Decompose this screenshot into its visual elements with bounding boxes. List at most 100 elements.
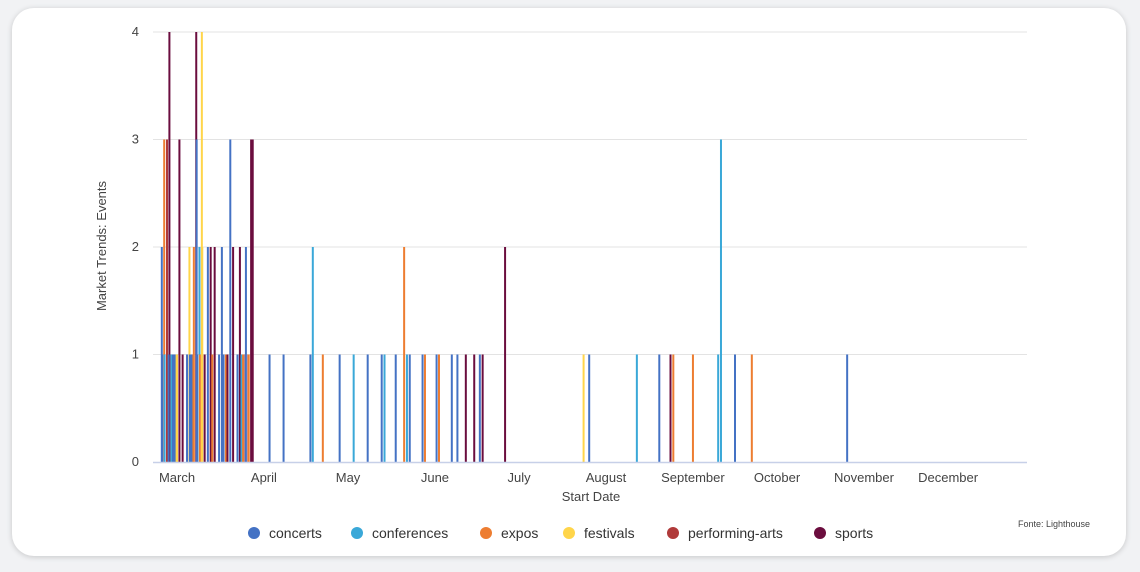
- bar-expos: [192, 247, 195, 462]
- bar-concerts: [268, 354, 271, 462]
- bar-festivals: [176, 354, 179, 462]
- x-tick-label: December: [918, 470, 979, 485]
- y-axis-ticks: 0 1 2 3 4: [132, 24, 139, 469]
- bar-concerts: [186, 354, 189, 462]
- bar-concerts: [173, 354, 176, 462]
- bars: [160, 32, 849, 462]
- bar-sports: [168, 32, 171, 462]
- bar-sports: [473, 354, 476, 462]
- bar-expos: [321, 354, 324, 462]
- bar-sports: [251, 139, 254, 462]
- bar-sports: [209, 247, 212, 462]
- bar-concerts: [282, 354, 285, 462]
- bar-concerts: [338, 354, 341, 462]
- y-tick-label: 1: [132, 347, 139, 362]
- legend-label-expos: expos: [501, 525, 538, 541]
- x-tick-label: October: [754, 470, 801, 485]
- x-tick-label: May: [336, 470, 361, 485]
- bar-concerts: [206, 247, 209, 462]
- bar-expos: [672, 354, 675, 462]
- bar-conferences: [719, 139, 722, 462]
- x-tick-label: June: [421, 470, 449, 485]
- bar-festivals: [201, 247, 204, 462]
- bar-expos: [691, 354, 694, 462]
- bar-sports: [238, 247, 241, 462]
- x-tick-label: March: [159, 470, 195, 485]
- bar-concerts: [408, 354, 411, 462]
- bar-concerts: [380, 354, 383, 462]
- bar-concerts: [195, 139, 198, 462]
- bar-expos: [247, 354, 250, 462]
- gridlines: [153, 31, 1027, 355]
- x-tick-label: April: [251, 470, 277, 485]
- bar-expos: [423, 354, 426, 462]
- bar-concerts: [172, 354, 175, 462]
- bar-conferences: [163, 354, 166, 462]
- legend-swatch-concerts: [248, 527, 260, 539]
- bar-concerts: [236, 354, 239, 462]
- bar-festivals: [582, 354, 585, 462]
- bar-sports: [203, 354, 206, 462]
- bar-concerts: [229, 139, 232, 462]
- bar-concerts: [190, 354, 193, 462]
- bar-concerts: [435, 354, 438, 462]
- legend-swatch-sports: [814, 527, 826, 539]
- bar-conferences: [170, 354, 173, 462]
- legend-swatch-festivals: [563, 527, 575, 539]
- bar-concerts: [161, 354, 164, 462]
- bar-expos: [403, 247, 406, 462]
- bar-concerts: [478, 354, 481, 462]
- y-tick-label: 2: [132, 239, 139, 254]
- x-tick-label: September: [661, 470, 725, 485]
- bar-expos: [242, 354, 245, 462]
- bar-concerts: [220, 247, 223, 462]
- bar-conferences: [352, 354, 355, 462]
- bar-expos: [750, 354, 753, 462]
- bar-expos: [211, 354, 214, 462]
- bar-conferences: [717, 354, 720, 462]
- bar-conferences: [405, 354, 408, 462]
- bar-concerts: [588, 354, 591, 462]
- bar-sports: [250, 139, 253, 462]
- legend-label-performing-arts: performing-arts: [688, 525, 783, 541]
- x-tick-label: August: [586, 470, 627, 485]
- legend-swatch-performing-arts: [667, 527, 679, 539]
- bar-concerts: [222, 354, 225, 462]
- bar-concerts: [456, 354, 459, 462]
- bar-concerts: [167, 354, 170, 462]
- bar-concerts: [450, 354, 453, 462]
- legend-swatch-conferences: [351, 527, 363, 539]
- bar-concerts: [366, 354, 369, 462]
- bar-performing-arts: [166, 139, 169, 462]
- bar-sports: [481, 354, 484, 462]
- bar-conferences: [311, 247, 314, 462]
- x-tick-label: November: [834, 470, 895, 485]
- legend-label-conferences: conferences: [372, 525, 448, 541]
- bar-concerts: [196, 354, 199, 462]
- bar-concerts: [658, 354, 661, 462]
- bar-concerts: [309, 354, 312, 462]
- bar-sports: [226, 354, 229, 462]
- bar-conferences: [383, 354, 386, 462]
- bar-concerts: [734, 354, 736, 462]
- bar-sports: [232, 247, 235, 462]
- bar-concerts: [394, 354, 397, 462]
- bar-expos: [163, 139, 166, 462]
- bar-sports: [669, 354, 672, 462]
- bar-concerts: [846, 354, 849, 462]
- x-axis-ticks: March April May June July August September Octo…: [159, 470, 979, 485]
- chart-card: [12, 8, 1126, 556]
- bar-sports: [464, 354, 467, 462]
- y-tick-label: 4: [132, 24, 139, 39]
- bar-expos: [437, 354, 440, 462]
- legend-swatch-expos: [480, 527, 492, 539]
- bar-concerts: [188, 354, 191, 462]
- bar-sports: [504, 247, 507, 462]
- bar-expos: [198, 354, 201, 462]
- x-tick-label: July: [508, 470, 532, 485]
- bar-expos: [224, 354, 227, 462]
- bar-sports: [178, 139, 181, 462]
- bar-sports: [213, 247, 216, 462]
- y-axis-label: Market Trends: Events: [94, 180, 109, 311]
